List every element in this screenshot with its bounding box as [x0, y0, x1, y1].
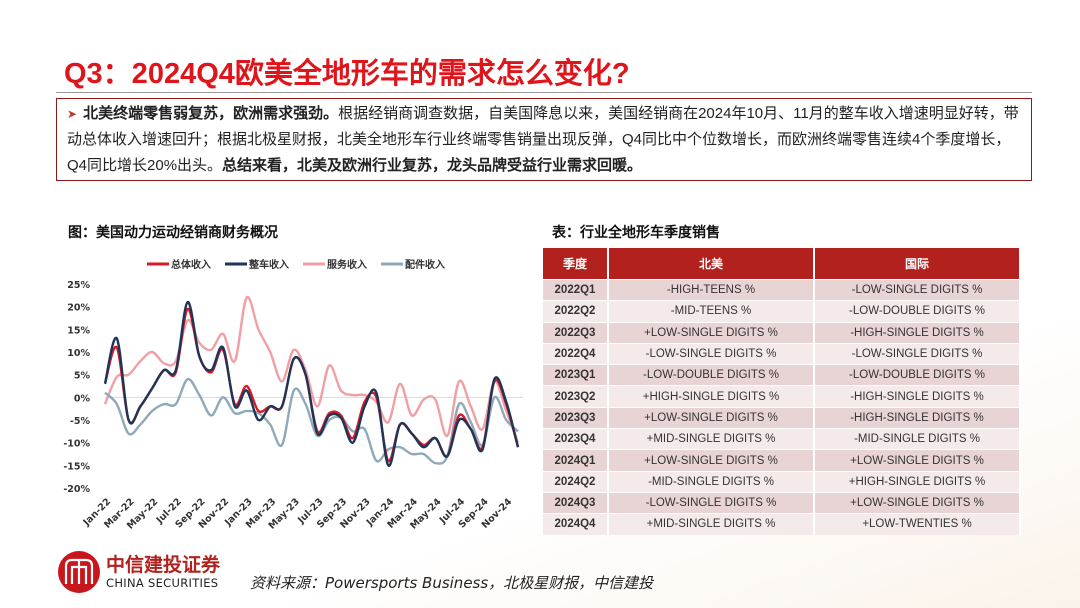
- legend-label: 整车收入: [248, 258, 289, 271]
- summary-box: ➤ 北美终端零售弱复苏，欧洲需求强劲。根据经销商调查数据，自美国降息以来，美国经销…: [56, 98, 1032, 181]
- north-america-cell: -LOW-DOUBLE DIGITS %: [609, 364, 815, 386]
- quarter-cell: 2023Q4: [543, 428, 609, 450]
- logo-name: 中信建投证券: [106, 554, 221, 576]
- y-tick-label: -20%: [63, 484, 90, 495]
- north-america-cell: -LOW-SINGLE DIGITS %: [609, 491, 815, 514]
- table-row: 2024Q2 -MID-SINGLE DIGITS % +HIGH-SINGLE D…: [543, 470, 1021, 492]
- title-divider: [56, 92, 1032, 93]
- table-title: 表：行业全地形车季度销售: [552, 225, 720, 241]
- quarter-cell: 2022Q2: [543, 300, 609, 322]
- table-row: 2023Q4 +MID-SINGLE DIGITS % -MID-SINGLE DI…: [543, 428, 1021, 450]
- table-row: 2022Q4 -LOW-SINGLE DIGITS % -LOW-SINGLE DI…: [543, 342, 1021, 365]
- series-line-1: [103, 307, 520, 463]
- table-row: 2024Q1 +LOW-SINGLE DIGITS % +LOW-SINGLE DI…: [543, 449, 1021, 471]
- table-row: 2022Q3 +LOW-SINGLE DIGITS % -HIGH-SINGLE D…: [543, 321, 1021, 343]
- international-cell: +HIGH-SINGLE DIGITS %: [815, 470, 1021, 492]
- quarter-cell: 2024Q1: [543, 449, 609, 471]
- y-tick-label: 10%: [67, 348, 90, 359]
- citic-logo-icon: [58, 551, 100, 593]
- company-logo: 中信建投证券 CHINA SECURITIES: [57, 550, 220, 594]
- series-line-2: [103, 300, 520, 467]
- north-america-cell: +LOW-SINGLE DIGITS %: [609, 449, 815, 471]
- summary-text: 根据经销商调查数据，自美国降息以来，美国经销商在2024年10月、11月的整车收…: [67, 105, 1019, 174]
- north-america-cell: -HIGH-TEENS %: [609, 279, 815, 301]
- north-america-cell: +MID-SINGLE DIGITS %: [609, 513, 815, 535]
- international-cell: +LOW-TWENTIES %: [815, 513, 1021, 535]
- y-tick-label: 25%: [67, 280, 90, 291]
- y-tick-label: -10%: [63, 439, 90, 450]
- international-cell: -LOW-DOUBLE DIGITS %: [815, 364, 1021, 386]
- table-row: 2024Q4 +MID-SINGLE DIGITS % +LOW-TWENTIES …: [543, 513, 1021, 535]
- international-cell: -LOW-DOUBLE DIGITS %: [815, 300, 1021, 322]
- summary-bold-conclusion: 总结来看，北美及欧洲行业复苏，龙头品牌受益行业需求回暖。: [222, 157, 643, 174]
- table-row: 2023Q2 +HIGH-SINGLE DIGITS % -HIGH-SINGLE …: [543, 385, 1021, 407]
- summary-bold-lead: 北美终端零售弱复苏，欧洲需求强劲。: [83, 105, 339, 122]
- quarter-cell: 2022Q3: [543, 321, 609, 343]
- table-row: 2023Q1 -LOW-DOUBLE DIGITS % -LOW-DOUBLE DI…: [543, 364, 1021, 386]
- international-cell: -HIGH-SINGLE DIGITS %: [815, 406, 1021, 429]
- north-america-cell: -MID-SINGLE DIGITS %: [609, 470, 815, 492]
- north-america-cell: -MID-TEENS %: [609, 300, 815, 322]
- legend-label: 配件收入: [405, 258, 445, 271]
- series-line-3: [103, 295, 520, 444]
- table-header-cell: 北美: [609, 248, 815, 279]
- legend-label: 服务收入: [327, 258, 367, 271]
- y-tick-label: -5%: [70, 416, 91, 427]
- legend-label: 总体收入: [171, 258, 211, 271]
- y-tick-label: 15%: [67, 325, 90, 336]
- table-header-row: 季度 北美 国际: [543, 248, 1021, 279]
- north-america-cell: +LOW-SINGLE DIGITS %: [609, 321, 815, 343]
- chart-title: 图：美国动力运动经销商财务概况: [68, 225, 278, 241]
- north-america-cell: +HIGH-SINGLE DIGITS %: [609, 385, 815, 407]
- international-cell: -LOW-SINGLE DIGITS %: [815, 342, 1021, 365]
- north-america-cell: +MID-SINGLE DIGITS %: [609, 428, 815, 450]
- line-chart: 25%20%15%10%5%0%-5%-10%-15%-20%Jan-22Mar…: [63, 258, 523, 532]
- international-cell: +LOW-SINGLE DIGITS %: [815, 491, 1021, 514]
- international-cell: -LOW-SINGLE DIGITS %: [815, 279, 1021, 301]
- table-row: 2024Q3 -LOW-SINGLE DIGITS % +LOW-SINGLE DI…: [543, 491, 1021, 514]
- page-title: Q3：2024Q4欧美全地形车的需求怎么变化?: [64, 58, 630, 90]
- quarter-cell: 2022Q1: [543, 279, 609, 301]
- quarter-cell: 2024Q2: [543, 470, 609, 492]
- table-row: 2023Q3 +LOW-SINGLE DIGITS % -HIGH-SINGLE D…: [543, 406, 1021, 429]
- y-tick-label: 0%: [74, 393, 91, 404]
- quarter-cell: 2023Q1: [543, 364, 609, 386]
- international-cell: -HIGH-SINGLE DIGITS %: [815, 385, 1021, 407]
- y-tick-label: -15%: [63, 461, 90, 472]
- y-tick-label: 5%: [74, 371, 91, 382]
- international-cell: -HIGH-SINGLE DIGITS %: [815, 321, 1021, 343]
- quarter-cell: 2023Q3: [543, 406, 609, 429]
- quarter-cell: 2022Q4: [543, 342, 609, 365]
- table-header-cell: 季度: [543, 248, 609, 279]
- quarterly-sales-table: 季度 北美 国际 2022Q1 -HIGH-TEENS % -LOW-SINGLE DI…: [543, 248, 1021, 535]
- table-row: 2022Q1 -HIGH-TEENS % -LOW-SINGLE DIGITS %: [543, 279, 1021, 301]
- bullet-arrow-icon: ➤: [67, 107, 78, 121]
- international-cell: +LOW-SINGLE DIGITS %: [815, 449, 1021, 471]
- table-row: 2022Q2 -MID-TEENS % -LOW-DOUBLE DIGITS %: [543, 300, 1021, 322]
- quarter-cell: 2024Q3: [543, 491, 609, 514]
- logo-english-name: CHINA SECURITIES: [106, 576, 219, 590]
- y-tick-label: 20%: [67, 303, 90, 314]
- north-america-cell: +LOW-SINGLE DIGITS %: [609, 406, 815, 429]
- quarter-cell: 2023Q2: [543, 385, 609, 407]
- table-header-cell: 国际: [815, 248, 1021, 279]
- source-note: 资料来源：Powersports Business，北极星财报，中信建投: [250, 574, 654, 592]
- international-cell: -MID-SINGLE DIGITS %: [815, 428, 1021, 450]
- quarter-cell: 2024Q4: [543, 513, 609, 535]
- north-america-cell: -LOW-SINGLE DIGITS %: [609, 342, 815, 365]
